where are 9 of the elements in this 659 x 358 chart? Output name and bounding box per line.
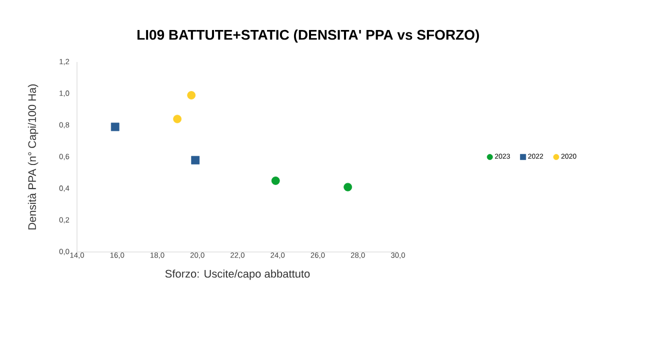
point (173, 114, 182, 124)
chart-title: LI09 BATTUTE+STATIC (DENSITA' PPA vs SFORZO) (138, 30, 479, 43)
point (110, 122, 120, 132)
point (271, 176, 280, 185)
x-axis-title: Sforzo: Uscite/capo abbattuto (165, 270, 310, 280)
y-axis-title: Densità PPA (n° Capi/100 Ha) (28, 84, 38, 230)
point (191, 156, 200, 164)
point (187, 91, 196, 100)
point (344, 182, 352, 192)
